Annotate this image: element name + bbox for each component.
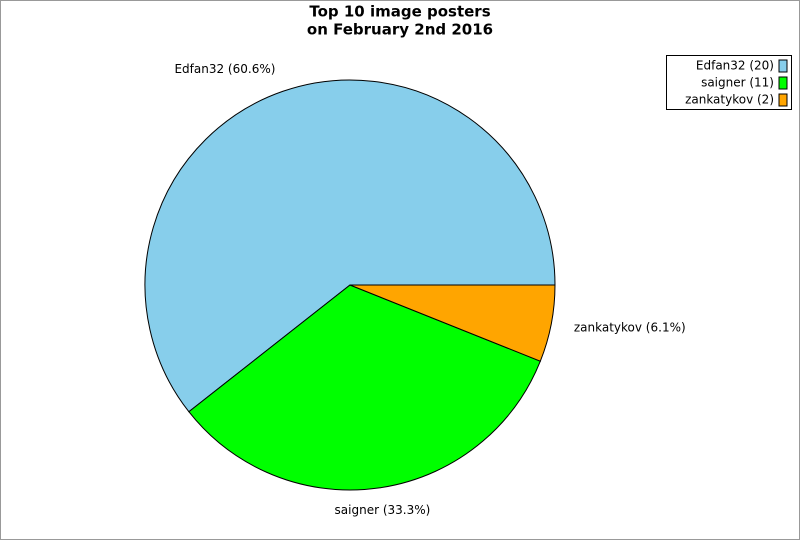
legend-label: zankatykov (2) [685,93,774,107]
slice-label: zankatykov (6.1%) [574,321,686,335]
chart-title: Top 10 image posters [309,3,490,21]
slice-label: saigner (33.3%) [335,503,431,517]
pie-slice [349,284,556,362]
legend-label: Edfan32 (20) [696,59,774,73]
legend-swatch [778,93,788,107]
legend-swatch [778,59,788,73]
chart-title: on February 2nd 2016 [307,21,493,39]
slice-label: Edfan32 (60.6%) [174,62,275,76]
legend-box [666,55,792,110]
pie-slice [188,284,541,491]
legend-swatch [778,76,788,90]
legend-label: saigner (11) [701,76,774,90]
pie-slice [144,79,556,413]
